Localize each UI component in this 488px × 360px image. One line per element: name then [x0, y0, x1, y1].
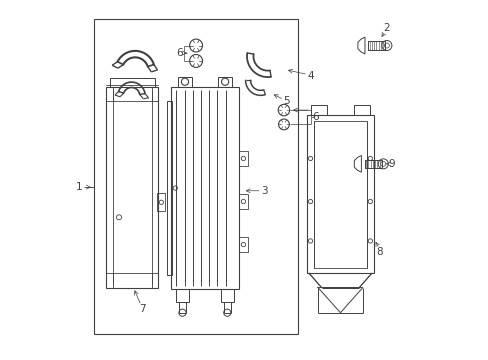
Text: 9: 9: [387, 159, 394, 169]
Text: 3: 3: [261, 186, 267, 196]
Bar: [166, 101, 172, 275]
Bar: [364, 159, 381, 168]
Polygon shape: [354, 156, 361, 172]
Text: 2: 2: [382, 23, 388, 33]
Bar: [221, 289, 233, 302]
Bar: [239, 237, 247, 252]
Bar: [367, 41, 385, 50]
Bar: [218, 77, 231, 87]
Bar: [171, 87, 239, 289]
Text: 6: 6: [176, 48, 182, 58]
Text: 8: 8: [376, 247, 383, 257]
Text: 4: 4: [307, 71, 313, 81]
Bar: [353, 105, 369, 116]
Polygon shape: [357, 37, 364, 54]
Bar: [176, 289, 188, 302]
Bar: [239, 151, 247, 166]
Bar: [178, 77, 191, 87]
Bar: [94, 19, 298, 334]
Text: 1: 1: [76, 182, 82, 192]
Text: 7: 7: [139, 304, 145, 314]
Bar: [106, 87, 158, 288]
Bar: [239, 194, 247, 209]
Text: 6: 6: [311, 112, 318, 122]
Bar: [156, 193, 164, 211]
Bar: [313, 121, 366, 268]
Bar: [110, 78, 155, 87]
Text: 5: 5: [283, 96, 289, 106]
Bar: [310, 105, 326, 116]
Bar: [306, 116, 373, 273]
